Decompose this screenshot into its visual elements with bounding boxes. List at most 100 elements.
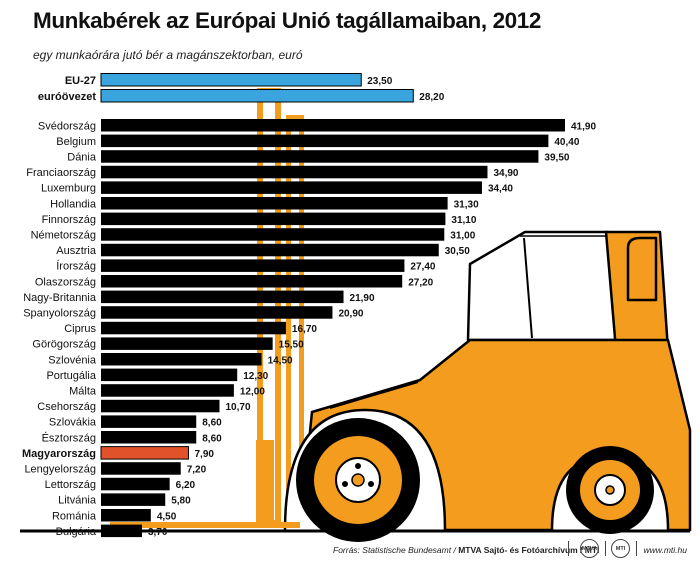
category-label-litvania: Litvánia <box>58 495 97 507</box>
category-label-hollandia: Hollandia <box>50 198 97 210</box>
category-label-euroovezet: euróövezet <box>38 91 96 103</box>
bar-lettorszag <box>101 477 170 491</box>
bar-gorogorszag <box>101 337 273 350</box>
footer-divider <box>636 541 637 556</box>
bar-spanyolorszag <box>101 306 333 319</box>
category-label-bulgaria: Bulgária <box>56 526 97 538</box>
bar-euroovezet <box>100 89 414 103</box>
bar-finnorszag <box>101 212 446 226</box>
category-label-eu-27: EU-27 <box>65 75 96 87</box>
category-label-spanyolorszag: Spanyolország <box>23 307 96 319</box>
value-label-gorogorszag: 15,50 <box>279 340 304 351</box>
website-credit: www.mti.hu <box>643 545 687 555</box>
bar-nemetorszag <box>101 228 445 241</box>
page-subtitle: egy munkaórára jutó bér a magánszektorba… <box>33 48 303 62</box>
category-label-franciaorszag: Franciaország <box>26 167 96 179</box>
category-label-lettorszag: Lettország <box>45 479 96 491</box>
mtva-logo: MTVA <box>580 539 599 558</box>
value-label-nemetorszag: 31,00 <box>450 230 475 241</box>
category-label-nemetorszag: Németország <box>31 229 96 241</box>
category-label-magyarorszag: Magyarország <box>22 448 96 460</box>
bar-malta <box>101 384 234 397</box>
source-note: Forrás: Statistische Bundesamt / MTVA Sa… <box>333 545 599 555</box>
value-label-magyarorszag: 7,90 <box>194 449 214 460</box>
category-label-malta: Málta <box>69 385 97 397</box>
value-label-lettorszag: 6,20 <box>176 480 196 491</box>
source-agency: MTVA Sajtó- és Fotóarchívum / MTI <box>458 545 600 555</box>
value-label-spanyolorszag: 20,90 <box>338 308 363 319</box>
value-label-malta: 12,00 <box>240 386 265 397</box>
category-label-gorogorszag: Görögország <box>32 339 96 351</box>
bar-irorszag <box>101 259 405 272</box>
value-label-szlovenia: 14,50 <box>268 355 293 366</box>
footer-divider <box>568 541 569 556</box>
bar-szlovakia <box>101 415 197 428</box>
category-label-irorszag: Írország <box>56 260 96 273</box>
bar-csehorszag <box>101 399 220 413</box>
category-label-nagy-britannia: Nagy-Britannia <box>23 292 97 304</box>
bar-szlovenia <box>101 353 262 366</box>
value-label-euroovezet: 28,20 <box>419 92 444 103</box>
value-label-olaszorszag: 27,20 <box>408 277 433 288</box>
category-label-szlovenia: Szlovénia <box>48 354 97 366</box>
bar-nagy-britannia <box>101 290 344 304</box>
bar-franciaorszag <box>101 165 488 179</box>
value-label-romania: 4,50 <box>157 511 177 522</box>
value-label-nagy-britannia: 21,90 <box>350 293 375 304</box>
value-label-litvania: 5,80 <box>171 496 191 507</box>
bar-ciprus <box>101 321 286 335</box>
bar-litvania <box>101 493 166 506</box>
bar-luxemburg <box>101 181 482 194</box>
bar-magyarorszag <box>100 446 189 460</box>
category-label-lengyelorszag: Lengyelország <box>24 463 96 475</box>
value-label-ciprus: 16,70 <box>292 324 317 335</box>
category-label-portugalia: Portugália <box>46 370 96 382</box>
value-label-szlovakia: 8,60 <box>202 418 222 429</box>
value-label-luxemburg: 34,40 <box>488 184 513 195</box>
value-label-hollandia: 31,30 <box>454 199 479 210</box>
bar-romania <box>101 509 151 522</box>
bar-eu-27 <box>100 73 362 87</box>
value-label-portugalia: 12,30 <box>243 371 268 382</box>
value-label-esztorszag: 8,60 <box>202 433 222 444</box>
value-label-lengyelorszag: 7,20 <box>187 464 207 475</box>
category-label-belgium: Belgium <box>56 136 96 148</box>
value-label-belgium: 40,40 <box>554 137 579 148</box>
category-label-finnorszag: Finnország <box>42 214 96 226</box>
bar-svedorszag <box>101 119 565 132</box>
category-label-dania: Dánia <box>67 151 97 163</box>
category-label-romania: Románia <box>52 510 97 522</box>
value-label-dania: 39,50 <box>544 152 569 163</box>
value-label-csehorszag: 10,70 <box>225 402 250 413</box>
bar-hollandia <box>101 197 448 210</box>
bar-bulgaria <box>101 524 142 538</box>
category-label-luxemburg: Luxemburg <box>41 183 96 195</box>
bar-esztorszag <box>101 431 197 444</box>
value-label-franciaorszag: 34,90 <box>493 168 518 179</box>
value-label-svedorszag: 41,90 <box>571 121 596 132</box>
source-prefix: Forrás: Statistische Bundesamt / <box>333 545 459 555</box>
bar-olaszorszag <box>101 275 403 288</box>
category-label-csehorszag: Csehország <box>37 401 96 413</box>
category-label-olaszorszag: Olaszország <box>35 276 96 288</box>
category-label-ausztria: Ausztria <box>56 245 97 257</box>
category-label-svedorszag: Svédország <box>38 120 96 132</box>
value-label-ausztria: 30,50 <box>445 246 470 257</box>
category-label-szlovakia: Szlovákia <box>49 417 97 429</box>
value-label-bulgaria: 3,70 <box>148 527 168 538</box>
value-label-finnorszag: 31,10 <box>451 215 476 226</box>
bar-belgium <box>101 134 549 148</box>
footer-divider <box>605 541 606 556</box>
category-label-ciprus: Ciprus <box>64 323 96 335</box>
bar-lengyelorszag <box>101 462 181 475</box>
bar-portugalia <box>101 368 238 382</box>
bar-dania <box>101 150 539 163</box>
bar-ausztria <box>101 243 439 257</box>
mti-logo: MTI <box>611 539 630 558</box>
page-title: Munkabérek az Európai Unió tagállamaiban… <box>33 8 542 33</box>
value-label-irorszag: 27,40 <box>410 262 435 273</box>
category-label-esztorszag: Észtország <box>42 431 96 444</box>
value-label-eu-27: 23,50 <box>367 76 392 87</box>
